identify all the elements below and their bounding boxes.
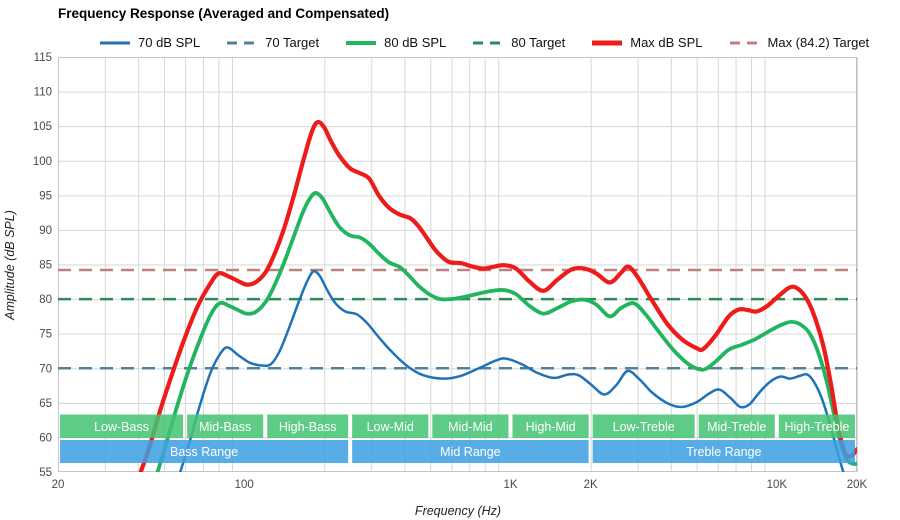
legend-item-70-db-spl[interactable]: 70 dB SPL [100,35,200,50]
y-tick-95: 95 [39,190,52,202]
y-tick-55: 55 [39,467,52,479]
legend-item-max-84-2-target[interactable]: Max (84.2) Target [729,35,870,50]
band-label-mid-treble: Mid-Treble [707,420,766,434]
x-tick-20k: 20K [847,479,868,491]
legend-swatch-max-84-2-target [729,41,760,44]
legend-swatch-80-target [473,41,504,44]
legend-item-max-db-spl[interactable]: Max dB SPL [592,35,703,50]
band-high-mid: High-Mid [512,414,589,438]
legend-item-80-db-spl[interactable]: 80 dB SPL [346,35,446,50]
legend-swatch-70-target [227,41,258,44]
band-label-mid-mid: Mid-Mid [448,420,492,434]
y-tick-115: 115 [34,52,52,64]
band-label-high-bass: High-Bass [279,420,337,434]
band-rect-low-bass [60,414,184,438]
legend-label-80-target: 80 Target [511,35,566,50]
band-label-treble-range: Treble Range [686,445,761,459]
plot-border [58,57,857,472]
y-tick-70: 70 [39,363,52,375]
band-rect-high-treble [778,414,855,438]
curve-70-db-spl [178,269,845,472]
band-mid-bass: Mid-Bass [187,414,264,438]
band-low-bass: Low-Bass [60,414,184,438]
band-bass-range: Bass Range [60,440,349,463]
band-mid-mid: Mid-Mid [432,414,509,438]
x-axis-title: Frequency (Hz) [414,504,502,518]
band-rect-high-mid [512,414,589,438]
band-rect-mid-range [352,440,589,463]
x-tick-100: 100 [235,479,254,491]
band-label-low-bass: Low-Bass [94,420,149,434]
curve-80-db-spl [155,191,857,472]
band-mid-treble: Mid-Treble [698,414,775,438]
legend-label-max-84-2-target: Max (84.2) Target [767,35,870,50]
y-tick-105: 105 [33,121,52,133]
band-rect-mid-mid [432,414,509,438]
y-tick-100: 100 [33,156,52,168]
band-label-mid-range: Mid Range [440,445,500,459]
band-rect-low-treble [592,414,695,438]
legend-label-70-target: 70 Target [265,35,320,50]
y-tick-65: 65 [39,398,52,410]
band-label-low-mid: Low-Mid [367,420,414,434]
band-label-high-mid: High-Mid [526,420,576,434]
legend-label-70-db-spl: 70 dB SPL [138,35,201,50]
band-low-mid: Low-Mid [352,414,429,438]
legend: 70 dB SPL 70 Target 80 dB SPL 80 Target Max … [100,35,869,50]
band-rect-mid-bass [187,414,264,438]
y-tick-80: 80 [39,294,52,306]
legend-label-max-db-spl: Max dB SPL [630,35,703,50]
frequency-bands: Low-Bass Mid-Bass High-Bass Low-Mid Mid-Mid H… [60,414,855,463]
curves [138,119,857,472]
x-tick-2k: 2K [584,479,598,491]
curve-max-db-spl [138,119,857,472]
legend-label-80-db-spl: 80 dB SPL [384,35,447,50]
band-rect-high-bass [267,414,349,438]
band-label-bass-range: Bass Range [170,445,238,459]
x-tick-10k: 10K [767,479,788,491]
legend-swatch-80-db-spl [346,40,377,45]
band-rect-low-mid [352,414,429,438]
y-tick-90: 90 [39,225,52,237]
legend-item-70-target[interactable]: 70 Target [227,35,319,50]
y-tick-110: 110 [34,87,52,99]
y-tick-85: 85 [39,260,52,272]
legend-item-80-target[interactable]: 80 Target [473,35,565,50]
x-tick-1k: 1K [503,479,517,491]
band-treble-range: Treble Range [592,440,855,463]
band-rect-bass-range [60,440,349,463]
band-rect-treble-range [592,440,855,463]
band-high-bass: High-Bass [267,414,349,438]
legend-swatch-max-db-spl [592,40,623,45]
band-low-treble: Low-Treble [592,414,695,438]
band-rect-mid-treble [698,414,775,438]
y-axis-title: Amplitude (dB SPL) [3,210,17,320]
y-tick-60: 60 [39,432,52,444]
band-high-treble: High-Treble [778,414,855,438]
chart-title: Frequency Response (Averaged and Compens… [58,6,390,21]
y-tick-labels: 55 60 65 70 75 80 85 90 95 100 105 110 115 [33,52,52,479]
band-label-high-treble: High-Treble [784,420,849,434]
x-tick-labels: 20 100 1K 2K 10K 20K [52,479,868,491]
band-label-low-treble: Low-Treble [613,420,675,434]
y-tick-75: 75 [39,329,52,341]
legend-swatch-70-db-spl [100,41,130,44]
x-tick-20: 20 [52,479,65,491]
band-label-mid-bass: Mid-Bass [199,420,251,434]
band-mid-range: Mid Range [352,440,589,463]
